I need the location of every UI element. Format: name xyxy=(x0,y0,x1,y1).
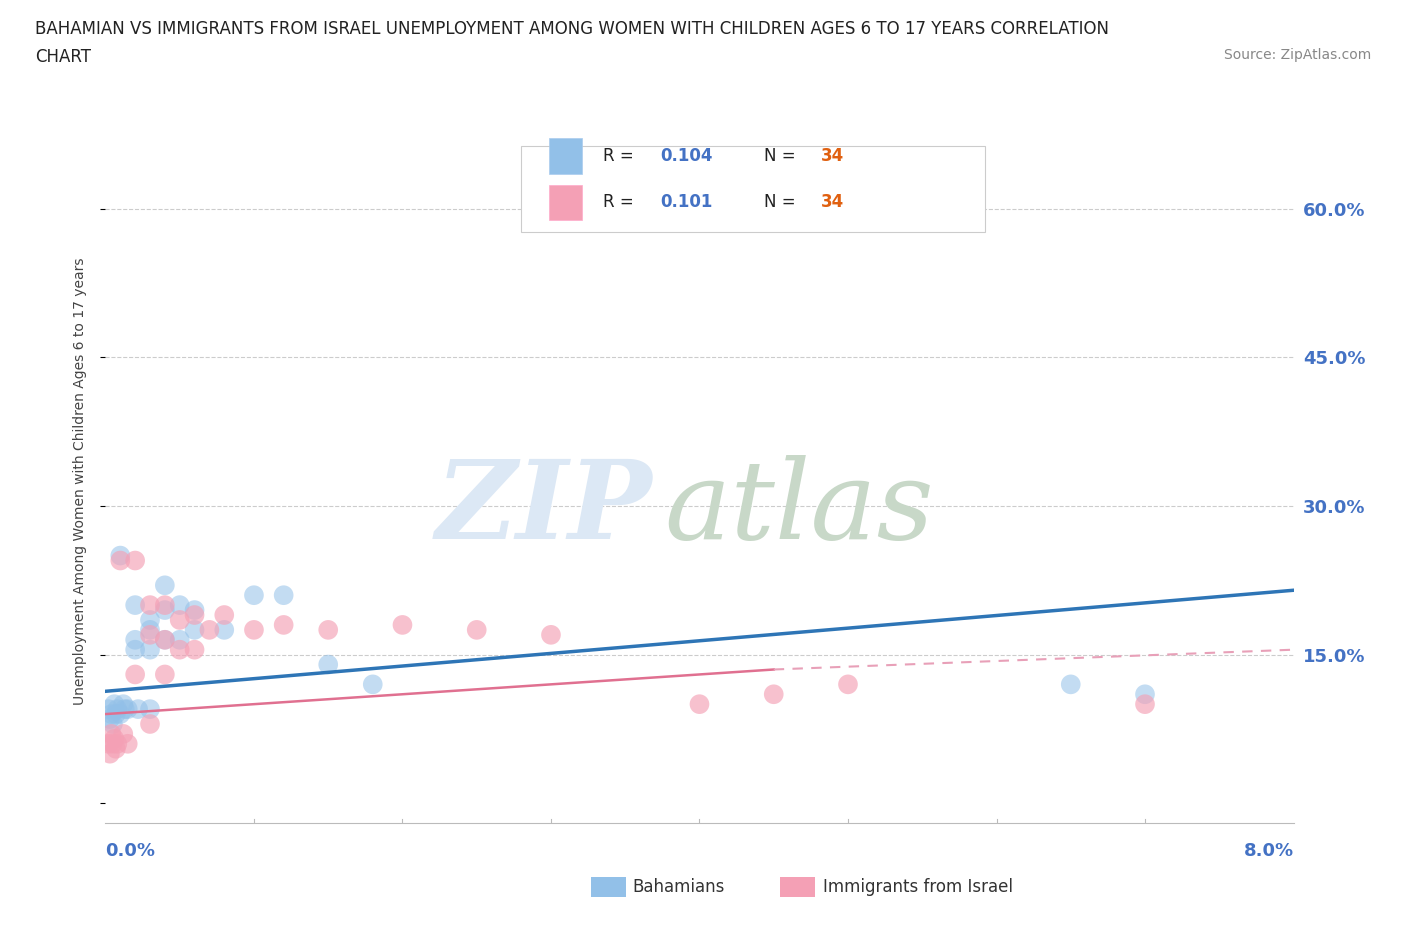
Point xyxy=(183,622,205,637)
Point xyxy=(114,702,136,717)
Point xyxy=(540,628,562,643)
FancyBboxPatch shape xyxy=(548,185,582,220)
Text: 34: 34 xyxy=(821,147,844,165)
Point xyxy=(139,643,162,658)
Point xyxy=(100,726,122,741)
Point xyxy=(139,613,162,628)
Text: 34: 34 xyxy=(821,193,844,211)
Point xyxy=(112,697,135,711)
Point xyxy=(98,711,121,726)
Point xyxy=(110,548,132,563)
Point xyxy=(98,746,121,761)
Point xyxy=(124,598,146,613)
Point xyxy=(214,622,236,637)
Point xyxy=(101,737,124,751)
Point xyxy=(97,702,120,717)
Point xyxy=(243,622,266,637)
Point xyxy=(97,737,120,751)
Point xyxy=(689,697,711,711)
Point xyxy=(127,702,149,717)
Point xyxy=(153,632,176,647)
Point xyxy=(316,622,339,637)
Point xyxy=(124,667,146,682)
Point xyxy=(103,731,125,746)
Point xyxy=(117,702,139,717)
Point xyxy=(837,677,859,692)
Point xyxy=(105,702,128,717)
Point xyxy=(124,643,146,658)
Point xyxy=(198,622,221,637)
Point xyxy=(117,737,139,751)
Point xyxy=(101,716,124,731)
Point xyxy=(153,598,176,613)
Text: Immigrants from Israel: Immigrants from Israel xyxy=(823,878,1012,897)
Point xyxy=(169,643,191,658)
Point xyxy=(104,707,127,722)
Point xyxy=(104,741,127,756)
Point xyxy=(243,588,266,603)
Point xyxy=(391,618,413,632)
Point xyxy=(112,726,135,741)
Point xyxy=(153,667,176,682)
Point xyxy=(465,622,488,637)
Point xyxy=(169,598,191,613)
Point xyxy=(183,607,205,622)
Point xyxy=(169,613,191,628)
Point xyxy=(183,643,205,658)
Point xyxy=(273,618,295,632)
Point xyxy=(762,687,785,702)
Text: Source: ZipAtlas.com: Source: ZipAtlas.com xyxy=(1223,48,1371,62)
Text: N =: N = xyxy=(763,147,800,165)
Point xyxy=(169,632,191,647)
Point xyxy=(139,716,162,731)
FancyBboxPatch shape xyxy=(548,139,582,174)
Text: CHART: CHART xyxy=(35,48,91,66)
Point xyxy=(105,737,128,751)
Text: 0.101: 0.101 xyxy=(661,193,713,211)
Y-axis label: Unemployment Among Women with Children Ages 6 to 17 years: Unemployment Among Women with Children A… xyxy=(73,258,87,705)
Point xyxy=(183,603,205,618)
Point xyxy=(153,578,176,592)
Point xyxy=(103,697,125,711)
Point xyxy=(139,622,162,637)
Point xyxy=(316,658,339,672)
Point xyxy=(214,607,236,622)
Text: R =: R = xyxy=(603,147,640,165)
Point xyxy=(110,707,132,722)
Point xyxy=(1133,697,1156,711)
Text: 0.0%: 0.0% xyxy=(105,842,156,859)
Text: R =: R = xyxy=(603,193,640,211)
Point xyxy=(153,632,176,647)
Text: atlas: atlas xyxy=(664,455,934,563)
Point xyxy=(139,598,162,613)
Point xyxy=(139,702,162,717)
Point xyxy=(361,677,384,692)
Point xyxy=(153,603,176,618)
Point xyxy=(1060,677,1083,692)
Point xyxy=(139,628,162,643)
Text: ZIP: ZIP xyxy=(436,455,652,563)
Point xyxy=(124,553,146,568)
FancyBboxPatch shape xyxy=(522,146,984,232)
Point xyxy=(100,707,122,722)
Text: 0.104: 0.104 xyxy=(661,147,713,165)
Point xyxy=(110,553,132,568)
Point xyxy=(273,588,295,603)
Point xyxy=(1133,687,1156,702)
Point xyxy=(124,632,146,647)
Text: BAHAMIAN VS IMMIGRANTS FROM ISRAEL UNEMPLOYMENT AMONG WOMEN WITH CHILDREN AGES 6: BAHAMIAN VS IMMIGRANTS FROM ISRAEL UNEMP… xyxy=(35,20,1109,38)
Text: Bahamians: Bahamians xyxy=(633,878,725,897)
Text: 8.0%: 8.0% xyxy=(1243,842,1294,859)
Text: N =: N = xyxy=(763,193,800,211)
